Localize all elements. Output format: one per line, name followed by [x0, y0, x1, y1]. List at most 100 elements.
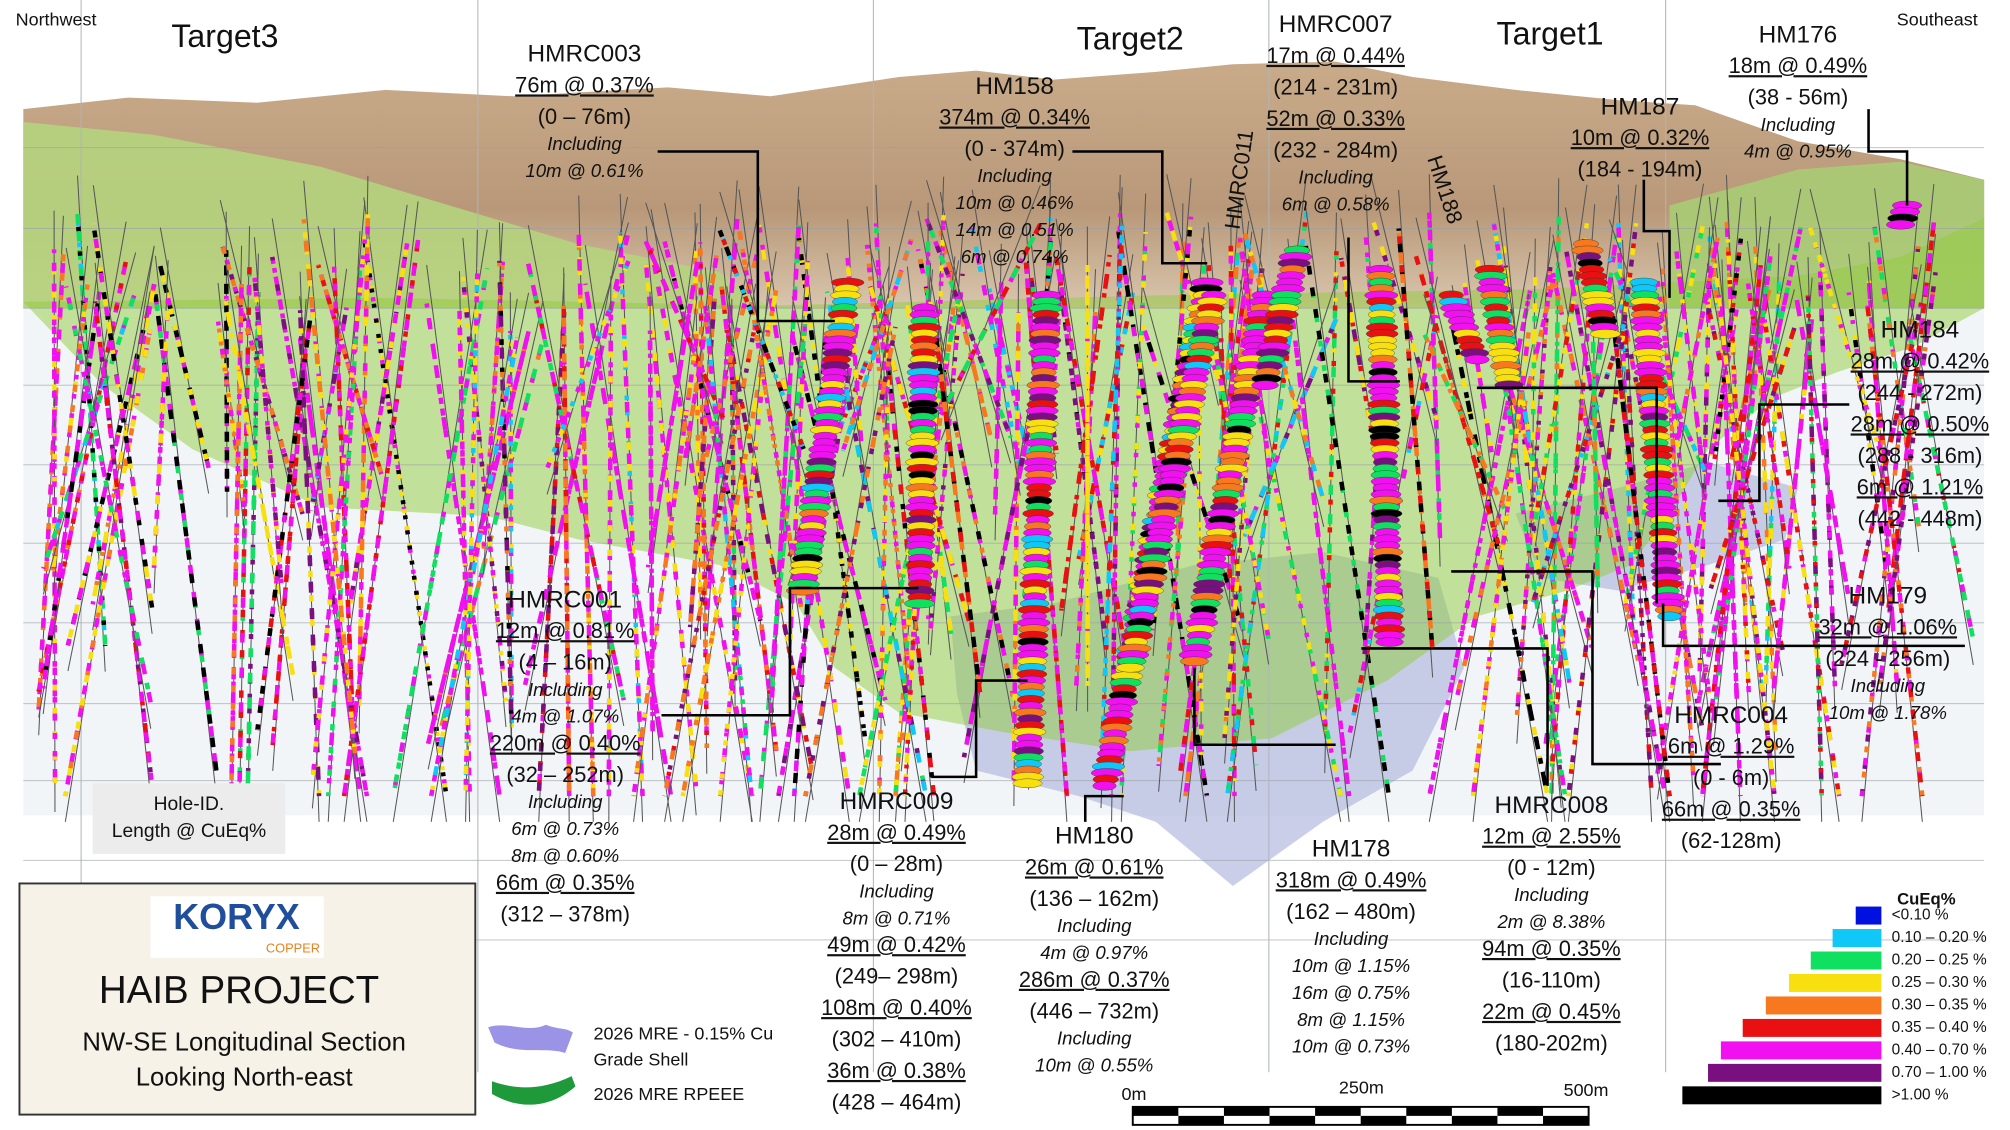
drill-hole	[705, 207, 760, 483]
assay-interval	[790, 334, 888, 701]
depth-range: (214 - 231m)	[1273, 74, 1398, 99]
assay-disc	[1012, 778, 1043, 788]
sub-interval: 10m @ 1.78%	[1829, 702, 1947, 723]
assay-interval	[40, 291, 102, 689]
assay-interval	[970, 227, 1023, 471]
leader-line	[1476, 386, 1658, 604]
assay-interval	[840, 238, 914, 452]
sub-interval: 4m @ 1.07%	[511, 706, 619, 727]
assay-interval	[682, 255, 719, 461]
assay-interval	[1712, 235, 1744, 461]
assay-interval	[1712, 263, 1777, 797]
hole-id: HMRC008	[1494, 792, 1608, 819]
assay-interval	[356, 214, 371, 708]
leader-line	[1642, 179, 1671, 298]
assay-interval	[1242, 233, 1326, 502]
leader-line	[1451, 570, 1721, 766]
vegetation-left	[23, 121, 771, 309]
grade-interval: 28m @ 0.50%	[1851, 411, 1990, 436]
leader-line	[661, 586, 919, 717]
including-label: Including	[859, 880, 934, 901]
assay-interval	[1053, 256, 1128, 651]
assay-interval	[1711, 256, 1773, 721]
sub-interval: 8m @ 0.60%	[511, 845, 619, 866]
assay-interval	[1729, 286, 1772, 461]
scale-label: 250m	[1339, 1078, 1384, 1098]
sub-interval: 10m @ 1.15%	[1292, 955, 1410, 976]
assay-interval	[40, 291, 102, 689]
assay-interval	[1225, 212, 1309, 797]
assay-interval	[769, 224, 802, 700]
assay-interval	[606, 314, 614, 797]
grade-interval: 66m @ 0.35%	[1662, 797, 1801, 822]
assay-interval	[1876, 272, 1938, 692]
assay-interval	[341, 239, 421, 797]
assay-interval	[1237, 318, 1343, 797]
assay-interval	[617, 232, 645, 797]
legend-label: 0.20 – 0.25 %	[1892, 952, 1987, 969]
assay-interval	[1610, 315, 1672, 797]
assay-interval	[270, 256, 370, 797]
legend-label: 0.70 – 1.00 %	[1892, 1064, 1987, 1081]
assay-interval	[1368, 212, 1440, 421]
grade-interval: 374m @ 0.34%	[939, 105, 1090, 130]
assay-interval	[1763, 281, 1782, 684]
assay-disc	[1115, 663, 1145, 673]
sub-interval: 6m @ 0.73%	[511, 818, 619, 839]
assay-interval	[583, 283, 674, 797]
assay-interval	[724, 324, 816, 775]
assay-interval	[1139, 321, 1246, 633]
assay-interval	[356, 214, 371, 708]
depth-range: (288 - 316m)	[1857, 443, 1982, 468]
grade-interval: 318m @ 0.49%	[1276, 867, 1427, 892]
sub-interval: 10m @ 0.61%	[525, 160, 643, 181]
depth-range: (312 – 378m)	[500, 901, 630, 926]
assay-interval	[617, 232, 645, 797]
assay-interval	[1616, 223, 1636, 621]
assay-interval	[1119, 231, 1148, 797]
assay-interval	[297, 310, 322, 797]
assay-interval	[1285, 277, 1352, 797]
legend-swatch	[1788, 973, 1882, 992]
sub-interval: 2m @ 8.38%	[1496, 911, 1605, 932]
drill-hole	[1874, 188, 1920, 553]
scale-segment	[1132, 1106, 1179, 1116]
assay-interval	[1655, 308, 1740, 775]
assay-interval	[255, 311, 314, 731]
drill-hole	[42, 252, 137, 595]
hole-id: HM178	[1312, 836, 1391, 863]
assay-interval	[881, 323, 937, 796]
assay-interval	[463, 268, 480, 797]
shell-legend-text: 2026 MRE - 0.15% Cu	[593, 1024, 773, 1044]
drill-hole	[1141, 283, 1245, 658]
assay-disc	[1092, 781, 1117, 791]
assay-interval	[926, 215, 946, 619]
assay-interval	[992, 282, 1004, 515]
assay-interval	[915, 248, 1016, 697]
sub-interval: 10m @ 0.73%	[1292, 1036, 1410, 1057]
assay-interval	[439, 339, 546, 727]
depth-range: (0 – 76m)	[538, 104, 631, 129]
including-label: Including	[547, 133, 622, 154]
grade-interval: 36m @ 0.38%	[827, 1058, 966, 1083]
assay-interval	[1074, 307, 1098, 686]
assay-interval	[1449, 323, 1550, 797]
assay-interval	[1794, 299, 1851, 597]
hole-id: HMRC009	[840, 788, 954, 815]
assay-interval	[703, 245, 762, 458]
assay-interval	[1590, 328, 1601, 588]
assay-interval	[270, 256, 370, 797]
assay-interval	[662, 321, 758, 797]
depth-range: (62-128m)	[1681, 828, 1782, 853]
assay-interval	[1674, 251, 1705, 461]
depth-range: (224 - 256m)	[1825, 646, 1950, 671]
scale-label: 500m	[1564, 1080, 1609, 1100]
assay-interval	[924, 217, 1013, 439]
assay-interval	[924, 217, 1013, 439]
scale-segment	[1451, 1115, 1498, 1125]
drill-hole	[1243, 275, 1339, 563]
assay-interval	[1199, 276, 1271, 640]
assay-interval	[1023, 262, 1070, 797]
assay-interval	[1762, 319, 1842, 797]
assay-interval	[1222, 266, 1265, 739]
